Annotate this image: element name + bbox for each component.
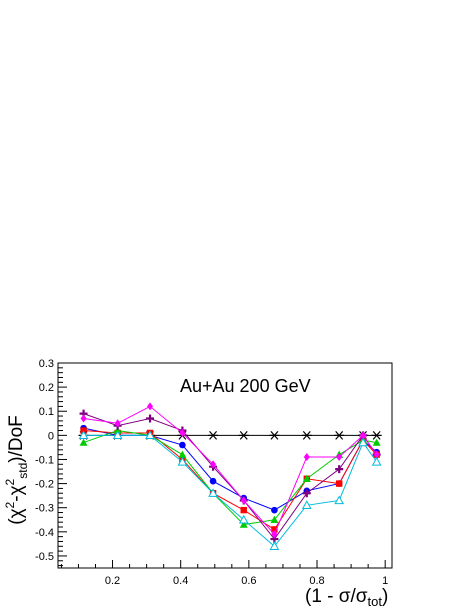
series-line <box>83 427 377 511</box>
x-tick-label: 0.4 <box>173 575 188 587</box>
data-point <box>146 414 155 423</box>
series-7 <box>78 430 382 550</box>
data-point <box>208 430 219 440</box>
data-point <box>334 430 345 440</box>
y-tick-label: 0.1 <box>39 406 54 418</box>
data-point <box>145 430 155 440</box>
data-point <box>271 530 278 539</box>
data-point <box>271 506 278 514</box>
data-point <box>80 414 87 423</box>
series-line <box>83 405 378 536</box>
chart-title: Au+Au 200 GeV <box>180 376 311 396</box>
data-point <box>270 515 279 523</box>
data-point <box>114 419 121 428</box>
data-point <box>303 453 310 462</box>
plot-frame <box>57 362 393 569</box>
data-point <box>269 541 280 550</box>
data-point <box>179 441 186 449</box>
data-point <box>371 456 382 466</box>
data-point <box>360 431 367 440</box>
series-layer <box>78 402 382 550</box>
data-point <box>238 514 249 524</box>
x-axis-label: (1 - σ/σtot) <box>305 586 388 609</box>
x-tick-label: 0.2 <box>105 575 120 587</box>
data-point <box>210 460 217 469</box>
data-point <box>302 474 311 482</box>
series-2 <box>80 424 380 514</box>
data-point <box>179 428 186 437</box>
series-5 <box>79 409 381 544</box>
data-point <box>240 496 247 505</box>
data-point <box>79 438 88 446</box>
series-3 <box>80 427 380 533</box>
data-point <box>238 430 249 440</box>
axes: 0.2 0.4 0.6 0.8 1 -0.5 -0.4 -0.3 -0.2 -0.1 0 0.1 0.2… <box>35 358 388 587</box>
y-tick-label: 0.2 <box>39 382 54 394</box>
x-axis-label-main: (1 - σ/σ <box>305 586 368 607</box>
x-tick-label: 0.6 <box>241 575 256 587</box>
data-point <box>271 526 278 533</box>
data-point <box>269 430 280 440</box>
data-point <box>302 489 311 498</box>
data-point <box>301 430 312 440</box>
series-line <box>83 430 378 531</box>
data-point <box>147 402 154 411</box>
data-point <box>336 453 343 462</box>
series-line <box>83 430 377 526</box>
y-tick-label: -0.1 <box>35 454 54 466</box>
data-point <box>240 506 247 514</box>
series-6 <box>80 402 380 539</box>
y-axis-label-part-3: -χ <box>6 485 27 501</box>
data-point <box>371 430 382 440</box>
data-point <box>208 488 218 497</box>
y-axis-label-part-5: std <box>16 463 30 479</box>
y-tick-label: -0.5 <box>35 551 54 563</box>
x-axis-label-close: ) <box>382 586 388 607</box>
y-tick-label: -0.4 <box>35 527 54 539</box>
data-point <box>112 430 123 440</box>
y-tick-label: 0 <box>48 430 54 442</box>
y-axis-label-part-4: 2 <box>3 478 17 485</box>
y-axis-label: (χ2-χ2std)/DoF <box>3 415 30 525</box>
data-point <box>335 465 344 474</box>
x-tick-label: 1 <box>382 575 388 587</box>
data-point <box>113 426 122 434</box>
data-point <box>358 437 368 447</box>
data-point <box>334 495 345 505</box>
data-point <box>178 450 187 458</box>
series-4 <box>79 426 381 528</box>
y-tick-label: -0.2 <box>35 479 54 491</box>
data-point <box>301 500 312 509</box>
y-axis-label-part-2: 2 <box>3 501 17 508</box>
data-point <box>209 477 217 485</box>
data-point <box>78 430 89 440</box>
x-axis-label-sub: tot <box>368 594 383 609</box>
y-tick-label: -0.3 <box>35 503 54 515</box>
y-tick-label: 0.3 <box>39 358 54 370</box>
x-tick-label: 0.8 <box>309 575 324 587</box>
data-point <box>373 450 380 459</box>
data-point <box>239 520 248 528</box>
y-axis-label-part-6: )/DoF <box>6 415 27 463</box>
data-point <box>372 438 381 446</box>
data-point <box>177 456 188 466</box>
y-axis-label-part-1: (χ <box>6 508 27 524</box>
data-point <box>335 480 343 487</box>
